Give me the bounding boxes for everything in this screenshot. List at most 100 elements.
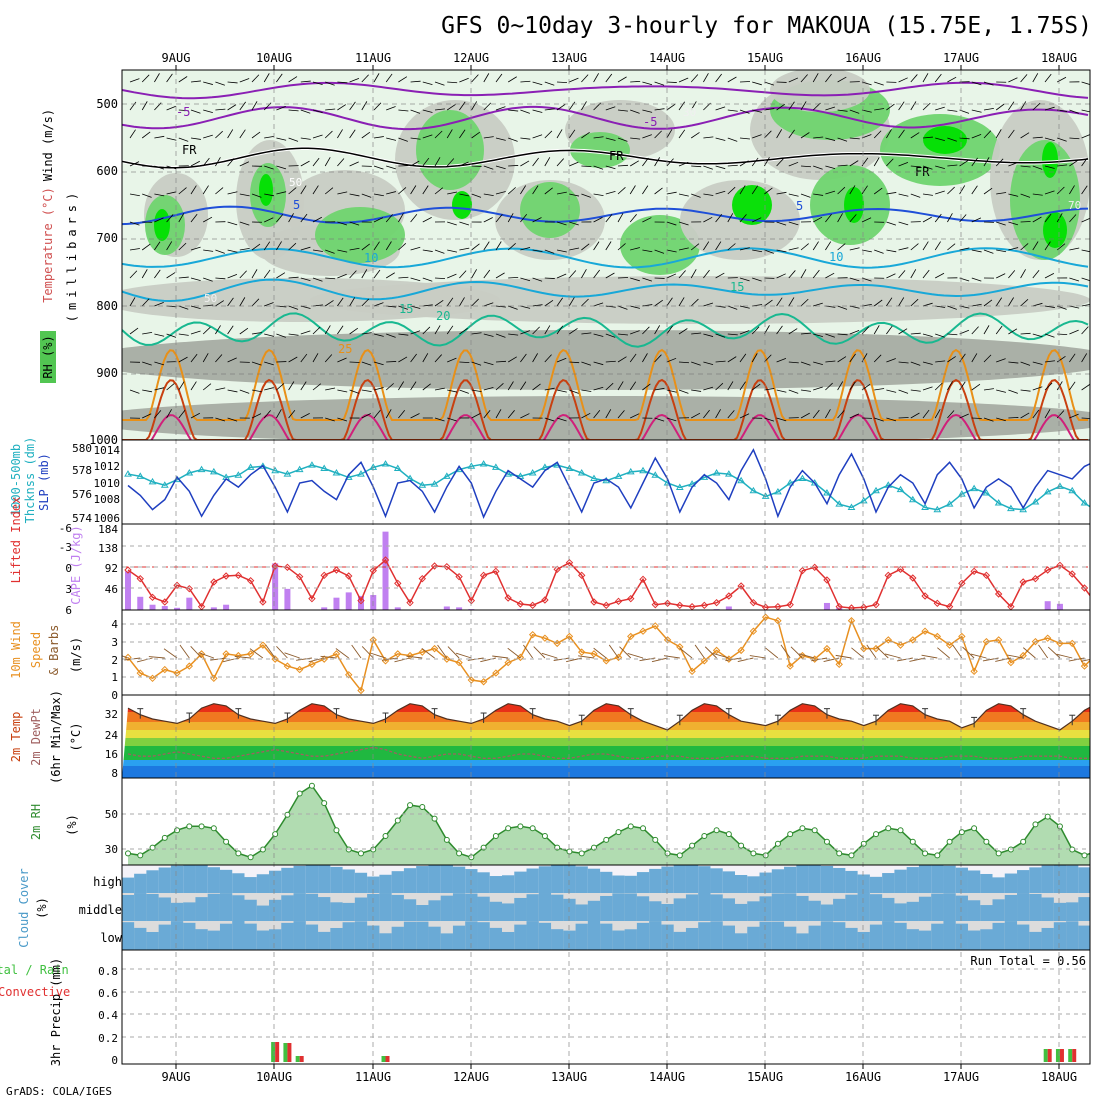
- cloud-cell: [219, 869, 233, 893]
- data-point: [627, 594, 635, 603]
- wind-barb: [227, 158, 235, 167]
- y-tick-label: 3: [111, 636, 118, 649]
- wind-barb: [459, 129, 466, 139]
- data-point: [884, 636, 892, 644]
- wind-barb: [788, 161, 799, 167]
- date-gridlines: [122, 65, 1090, 1069]
- rh2m-area: [128, 785, 1090, 865]
- data-point: [197, 465, 206, 473]
- wind-barb: [739, 214, 747, 223]
- data-point: [1094, 508, 1100, 513]
- wind-barb: [532, 353, 538, 363]
- wind-barb: [422, 109, 433, 113]
- thickness-label-1: 1000-500mb: [9, 444, 23, 516]
- data-point: [712, 598, 721, 607]
- wind-barb: [337, 249, 348, 253]
- cape-bars: [125, 531, 1063, 610]
- wind-barb: [751, 353, 758, 363]
- data-point: [700, 657, 709, 665]
- wind-barb: [471, 361, 482, 366]
- wind-barb: [971, 81, 982, 86]
- wind-barb: [922, 136, 933, 139]
- wind-barb: [922, 165, 933, 170]
- wind-barb: [825, 73, 832, 83]
- wind-barb: [483, 73, 490, 83]
- wind-barb: [495, 409, 502, 419]
- data-point: [345, 572, 353, 580]
- wind-barb: [910, 332, 921, 335]
- wind-barb: [471, 165, 482, 167]
- wind-barb: [239, 101, 246, 111]
- data-point: [517, 823, 524, 830]
- cape-bar: [149, 604, 156, 610]
- wind-barb: [422, 304, 433, 307]
- wind-barb: [203, 109, 213, 114]
- upper-left-labels: RH (%) Temperature (°C) Wind (m/s): [40, 109, 56, 383]
- cloud-cell: [1091, 870, 1100, 893]
- y-tick-label: 0: [111, 689, 118, 702]
- cloud-cell: [955, 867, 969, 893]
- y-tick-label: -6: [59, 522, 72, 535]
- cloud-cell: [428, 900, 442, 921]
- data-point: [148, 593, 157, 602]
- wind-barb: [825, 272, 835, 279]
- cloud-cell: [857, 931, 871, 950]
- cape-bar: [272, 563, 279, 610]
- wind-barb: [1056, 243, 1066, 251]
- wind10-barb: [713, 653, 729, 659]
- wind-barb: [434, 417, 445, 422]
- temp-bands: [122, 703, 1090, 778]
- data-point: [983, 838, 990, 845]
- wind-barb: [788, 101, 795, 111]
- cloud-cell: [391, 926, 405, 950]
- wind-barb: [544, 354, 552, 363]
- wind-barb: [776, 297, 783, 307]
- wind-barb: [1020, 269, 1026, 279]
- wind-barb: [178, 409, 186, 419]
- wind-barb: [202, 383, 212, 391]
- wind-barb: [276, 241, 282, 251]
- date-label-top: 9AUG: [162, 51, 191, 65]
- wind-barb: [202, 157, 210, 167]
- y-tick-label: 4: [111, 618, 118, 631]
- wind-barb: [642, 134, 652, 139]
- data-point: [1094, 602, 1100, 608]
- data-point: [970, 484, 978, 492]
- wind-barb: [398, 356, 408, 363]
- wind-barb: [666, 191, 677, 195]
- wind-barb: [337, 104, 346, 111]
- wind10-label: Speed: [29, 632, 43, 668]
- wind-barb: [386, 106, 396, 111]
- cloud-cell: [992, 922, 1006, 950]
- cloud-cell: [526, 868, 540, 893]
- wind-barb: [288, 242, 297, 251]
- wind-barb: [605, 382, 614, 391]
- cloud-cell: [967, 930, 981, 950]
- wind-barb: [837, 243, 846, 251]
- wind-barb: [422, 81, 433, 86]
- data-point: [505, 825, 512, 832]
- wind-barb: [190, 109, 201, 114]
- cloud-cell: [379, 893, 393, 921]
- wind-barb: [190, 80, 201, 83]
- wind-barb: [1069, 214, 1077, 223]
- cloud-cell: [649, 921, 662, 950]
- cloud-cell: [734, 874, 748, 893]
- wind-barb: [849, 214, 857, 223]
- wind-barb: [532, 81, 543, 86]
- wind10-barb: [394, 657, 411, 663]
- wind-barb: [1044, 409, 1051, 419]
- wind-barb: [190, 412, 200, 419]
- wind10-barb: [765, 647, 779, 659]
- data-point: [541, 634, 549, 642]
- wind-barb: [154, 387, 165, 391]
- cloud-cell: [685, 894, 699, 921]
- wind-barb: [727, 186, 736, 195]
- data-point: [823, 838, 830, 845]
- wind-barb: [495, 106, 506, 111]
- wind10-barb: [308, 657, 325, 663]
- temperature-contour: [122, 147, 1089, 169]
- wind-barb: [788, 77, 799, 83]
- rh-blob: [732, 185, 772, 225]
- wind-barb: [715, 360, 726, 363]
